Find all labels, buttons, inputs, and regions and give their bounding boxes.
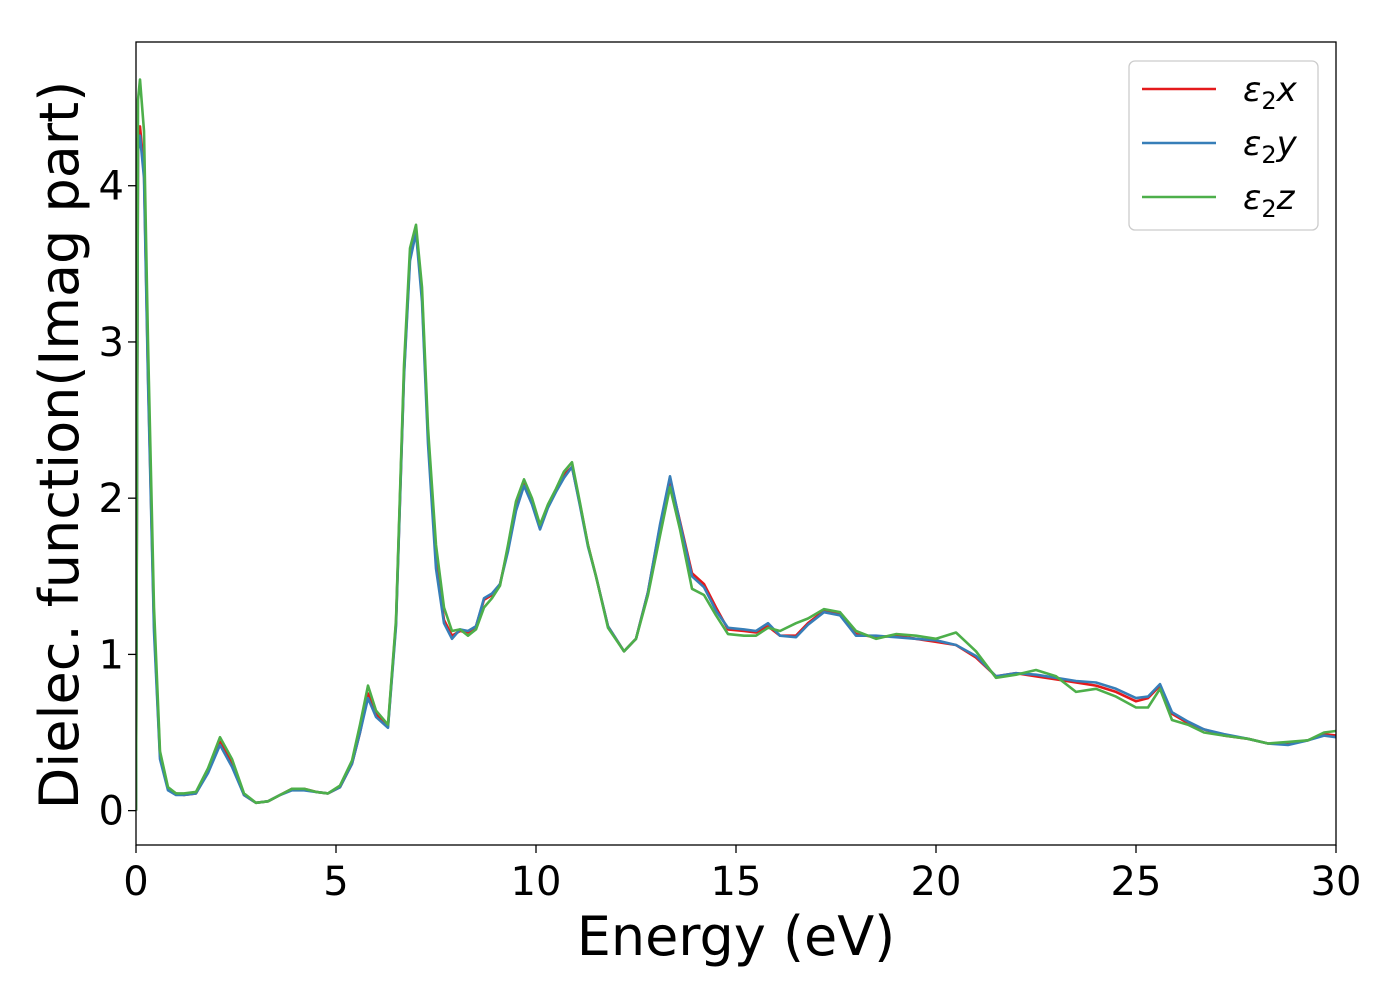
y-tick-label: 4 <box>99 164 124 210</box>
x-tick-label: 30 <box>1311 859 1362 905</box>
x-axis-label: Energy (eV) <box>577 905 896 968</box>
y-tick-label: 2 <box>99 476 124 522</box>
legend-label-y: ε2y <box>1243 124 1298 169</box>
x-axis-ticks: 0 5 10 15 20 25 30 <box>123 845 1361 905</box>
x-tick-label: 20 <box>911 859 962 905</box>
y-axis-ticks: 0 1 2 3 4 <box>99 164 136 835</box>
legend-label-x: ε2x <box>1243 70 1298 115</box>
x-tick-label: 5 <box>323 859 348 905</box>
x-tick-label: 0 <box>123 859 148 905</box>
x-tick-label: 15 <box>711 859 762 905</box>
x-tick-label: 10 <box>511 859 562 905</box>
y-axis-label: Dielec. function(Imag part) <box>28 81 91 810</box>
plot-lines <box>136 78 1336 811</box>
legend: ε2x ε2y ε2z <box>1128 60 1319 231</box>
y-tick-label: 1 <box>99 632 124 678</box>
legend-box <box>1128 60 1319 231</box>
y-tick-label: 3 <box>99 320 124 366</box>
x-tick-label: 25 <box>1111 859 1162 905</box>
series-line-z <box>136 78 1336 811</box>
legend-label-z: ε2z <box>1243 178 1296 223</box>
y-tick-label: 0 <box>99 789 124 835</box>
